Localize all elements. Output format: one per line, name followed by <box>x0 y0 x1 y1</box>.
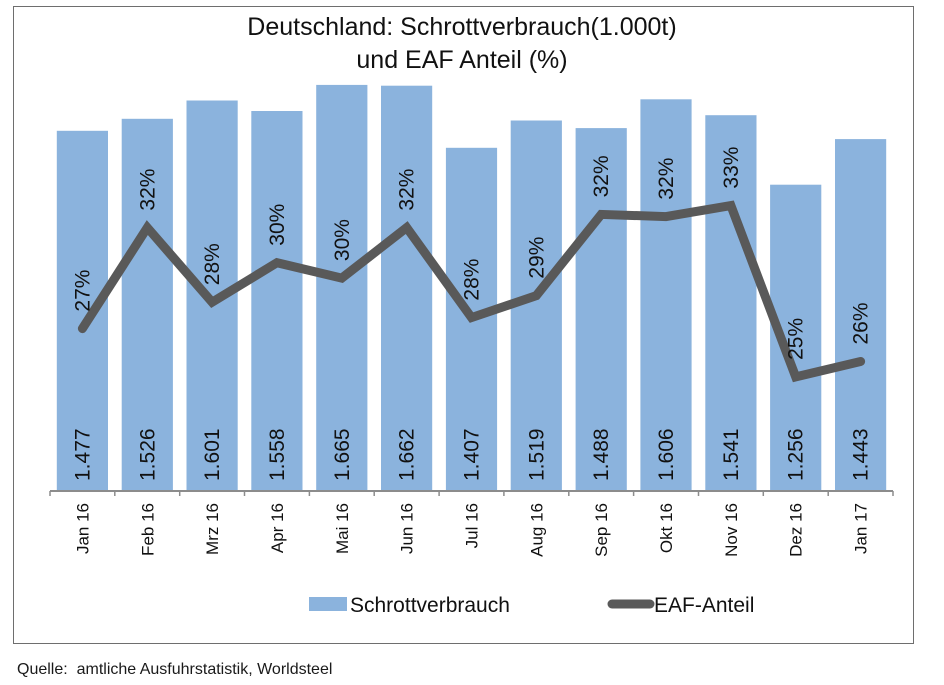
line-value-label: 33% <box>720 147 743 189</box>
x-tick-label: Sep 16 <box>592 503 611 557</box>
line-value-label: 30% <box>331 219 354 261</box>
bar <box>640 99 692 492</box>
line-value-label: 26% <box>850 302 873 344</box>
line-value-label: 30% <box>266 204 289 246</box>
x-tick-label: Nov 16 <box>722 503 741 557</box>
legend-item-schrottverbrauch[interactable]: Schrottverbrauch <box>309 594 510 617</box>
bar <box>56 130 108 492</box>
line-series-eaf-anteil <box>77 200 866 383</box>
line-value-label: 28% <box>201 243 224 285</box>
x-axis: Jan 16 Feb 16 Mrz 16 Apr 16 Mai 16 Jun 16 Jul … <box>49 490 894 557</box>
bar-data-labels: 1.477 1.526 1.601 1.558 1.665 1.662 1.407 1.519… <box>71 428 872 481</box>
bar-value-label: 1.519 <box>525 428 548 481</box>
bar-value-label: 1.606 <box>655 428 678 481</box>
bar <box>381 85 433 491</box>
line-value-label: 32% <box>136 169 159 211</box>
line-value-label: 32% <box>655 158 678 200</box>
bar <box>705 115 757 491</box>
x-tick-label: Dez 16 <box>787 503 806 557</box>
source-note: Quelle: amtliche Ausfuhrstatistik, World… <box>17 661 333 678</box>
bar-value-label: 1.541 <box>720 428 743 481</box>
x-tick-label: Aug 16 <box>527 503 546 557</box>
bar <box>316 84 368 492</box>
legend-item-eaf-anteil[interactable]: EAF-Anteil <box>607 594 754 617</box>
x-tick-label: Jan 17 <box>852 503 871 554</box>
bar-value-label: 1.662 <box>396 428 419 481</box>
bar-value-label: 1.601 <box>201 428 224 481</box>
bar-value-label: 1.443 <box>850 428 873 481</box>
line-value-label: 32% <box>396 169 419 211</box>
bar-value-label: 1.477 <box>71 428 94 481</box>
legend-label-schrottverbrauch: Schrottverbrauch <box>350 594 510 617</box>
chart-title: Deutschland: Schrottverbrauch(1.000t) un… <box>247 13 676 74</box>
bar <box>121 118 173 492</box>
bar-value-label: 1.488 <box>590 428 613 481</box>
x-tick-label: Okt 16 <box>657 503 676 553</box>
x-tick-label: Jan 16 <box>73 503 92 554</box>
x-tick-label: Mai 16 <box>333 503 352 554</box>
bar-value-label: 1.407 <box>461 428 484 481</box>
legend-label-eaf-anteil: EAF-Anteil <box>654 594 754 617</box>
chart-title-line-1: Deutschland: Schrottverbrauch(1.000t) <box>247 13 676 41</box>
x-tick-label: Apr 16 <box>268 503 287 553</box>
chart-title-line-2: und EAF Anteil (%) <box>356 46 567 74</box>
bar <box>575 128 627 491</box>
legend: Schrottverbrauch EAF-Anteil <box>309 594 754 617</box>
legend-swatch-bar <box>309 597 347 611</box>
x-tick-label: Mrz 16 <box>203 503 222 555</box>
x-tick-label: Jul 16 <box>463 503 482 548</box>
bar <box>835 139 887 491</box>
line-value-label: 28% <box>461 259 484 301</box>
line-value-label: 25% <box>785 318 808 360</box>
line-value-label: 32% <box>590 155 613 197</box>
bar-value-label: 1.558 <box>266 428 289 481</box>
bar <box>251 111 303 491</box>
bar-value-label: 1.665 <box>331 428 354 481</box>
line-value-label: 29% <box>525 237 548 279</box>
line-data-labels: 27% 32% 28% 30% 30% 32% 28% 29% 32% 32% 33% 25% 26% <box>71 147 872 360</box>
x-tick-label: Feb 16 <box>138 503 157 556</box>
bar-value-label: 1.526 <box>136 428 159 481</box>
line-value-label: 27% <box>71 270 94 312</box>
bar-value-label: 1.256 <box>785 428 808 481</box>
x-tick-label: Jun 16 <box>398 503 417 554</box>
